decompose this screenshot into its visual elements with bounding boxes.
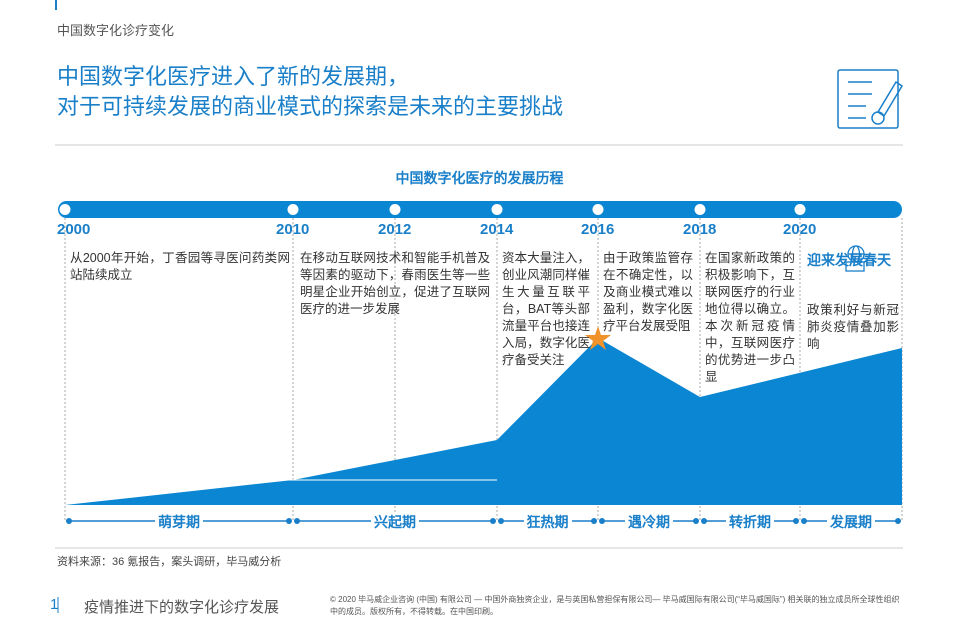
description: 政策利好与新冠肺炎疫情叠加影响 <box>807 303 899 351</box>
phase-dot <box>490 518 496 524</box>
year-label: 2016 <box>581 221 615 238</box>
globe-icon <box>845 245 865 272</box>
description: 资本大量注入，创业风潮同样催生大量互联平台，BAT等头部流量平台也接连入局，数字… <box>502 251 590 367</box>
phase-dot <box>895 518 901 524</box>
trend-area <box>65 338 902 505</box>
description: 从2000年开始，丁香园等寻医问药类网站陆续成立 <box>70 251 290 282</box>
year-label: 2018 <box>683 221 717 238</box>
source: 资料来源：36 氪报告，案头调研，毕马威分析 <box>57 556 282 568</box>
phase-dot <box>286 518 292 524</box>
phase-dot <box>599 518 605 524</box>
phase-dot <box>701 518 707 524</box>
phase-label: 转折期 <box>726 512 774 532</box>
footer-title: 疫情推进下的数字化诊疗发展 <box>84 599 280 616</box>
year-label: 2010 <box>276 221 310 238</box>
phase-dot <box>591 518 597 524</box>
year-dot <box>491 204 503 215</box>
year-label: 2012 <box>378 221 412 238</box>
year-dot <box>694 204 706 215</box>
year-dot <box>794 204 806 215</box>
phase-dot <box>294 518 300 524</box>
year-dot <box>59 204 71 215</box>
timeline-bar <box>58 201 902 218</box>
year-dot <box>592 204 604 215</box>
phase-dot <box>693 518 699 524</box>
phase-label: 兴起期 <box>371 512 419 532</box>
section-label: 中国数字化诊疗变化 <box>57 23 175 38</box>
phase-dot <box>793 518 799 524</box>
description: 在移动互联网技术和智能手机普及等因素的驱动下，春雨医生等一些明星企业开始创立，促… <box>300 251 490 316</box>
icon <box>837 69 904 129</box>
year-dot <box>287 204 299 215</box>
highlight: 迎来发展春天 <box>807 252 891 268</box>
description: 由于政策监管存在不确定性，以及商业模式难以盈利，数字化医疗平台发展受阻 <box>603 251 693 333</box>
timeline-title: 中国数字化医疗的发展历程 <box>395 170 564 186</box>
phase-label: 发展期 <box>827 512 875 532</box>
year-dot <box>389 204 401 215</box>
phase-dot <box>801 518 807 524</box>
phase-dot <box>66 518 72 524</box>
star <box>585 326 611 350</box>
year-label: 2014 <box>480 221 514 238</box>
year-label: 2000 <box>57 221 91 238</box>
year-label: 2020 <box>783 221 817 238</box>
description: 在国家新政策的积极影响下，互联网医疗的行业地位得以确立。本次新冠疫情中，互联网医… <box>705 251 795 384</box>
copyright: © 2020 毕马威企业咨询 (中国) 有限公司 — 中国外商独资企业，是与英国… <box>330 595 900 616</box>
title: 中国数字化医疗进入了新的发展期， 对于可持续发展的商业模式的探索是未来的主要挑战 <box>57 62 563 122</box>
title-line: 对于可持续发展的商业模式的探索是未来的主要挑战 <box>57 94 564 119</box>
title-line: 中国数字化医疗进入了新的发展期， <box>57 64 410 89</box>
phase-label: 萌芽期 <box>155 512 203 532</box>
page-number: 1 <box>50 596 59 613</box>
phase-label: 狂热期 <box>523 512 572 532</box>
phase-dot <box>498 518 504 524</box>
phase-label: 遇冷期 <box>625 512 673 532</box>
